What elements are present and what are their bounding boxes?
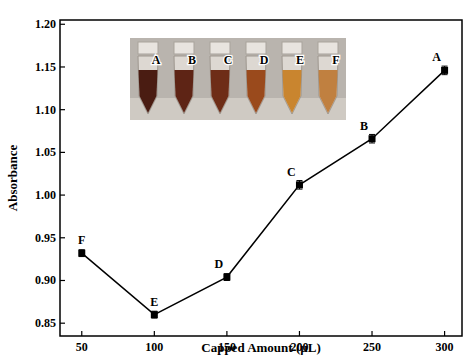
tube-liquid [211, 70, 230, 113]
tube-liquid [247, 70, 266, 113]
error-bar [442, 66, 448, 75]
error-cap [442, 66, 448, 67]
error-cap [296, 189, 302, 190]
y-axis-label: Absorbance [5, 145, 20, 212]
error-bar [151, 311, 157, 318]
data-line [82, 70, 445, 314]
tube-liquid [319, 70, 338, 113]
error-bar [369, 134, 375, 143]
y-tick [60, 280, 65, 281]
y-tick [60, 109, 65, 110]
inset-label: B [188, 53, 196, 67]
x-tick [81, 331, 82, 336]
y-tick [60, 24, 65, 25]
point-label: F [78, 233, 85, 247]
y-tick [60, 323, 65, 324]
x-tick [371, 331, 372, 336]
y-tick-label: 0.90 [35, 273, 56, 287]
y-tick-label: 1.00 [35, 188, 56, 202]
x-tick [154, 331, 155, 336]
y-tick [60, 237, 65, 238]
error-cap [442, 74, 448, 75]
error-bar [224, 274, 230, 281]
y-tick [60, 66, 65, 67]
inset-label: A [152, 53, 161, 67]
inset-bench [130, 98, 346, 120]
y-tick-label: 1.05 [35, 145, 56, 159]
error-bar [296, 181, 302, 190]
error-cap [369, 142, 375, 143]
inset-photo: A B C D E F [130, 38, 346, 120]
y-tick-label: 0.85 [35, 316, 56, 330]
y-tick-label: 1.10 [35, 103, 56, 117]
tube-liquid [283, 70, 302, 113]
chart: 0.850.900.951.001.051.101.151.2050100150… [0, 0, 474, 357]
y-tick [60, 194, 65, 195]
point-label: E [150, 295, 158, 309]
x-tick [444, 331, 445, 336]
inset-label: D [260, 53, 269, 67]
marker [78, 250, 85, 257]
marker [223, 274, 230, 281]
y-tick-label: 0.95 [35, 231, 56, 245]
inset-background [130, 38, 346, 120]
error-cap [369, 134, 375, 135]
error-cap [296, 180, 302, 181]
inset-label: F [332, 53, 339, 67]
inset-label: E [296, 53, 304, 67]
point-label: D [215, 257, 224, 271]
y-tick-label: 1.15 [35, 60, 56, 74]
marker [369, 135, 376, 142]
x-tick-label: 300 [436, 340, 454, 354]
tube-liquid [175, 70, 194, 113]
tube-liquid [139, 70, 158, 113]
plot-frame [60, 20, 462, 336]
point-label: B [360, 119, 368, 133]
inset-label: C [224, 53, 233, 67]
x-tick [226, 331, 227, 336]
point-label: C [287, 165, 296, 179]
marker [441, 67, 448, 74]
x-tick-label: 250 [363, 340, 381, 354]
y-tick [60, 152, 65, 153]
x-axis-label: Capped Amount (µL) [201, 340, 320, 355]
error-bar [79, 250, 85, 257]
marker [296, 181, 303, 188]
marker [151, 311, 158, 318]
x-tick-label: 50 [76, 340, 88, 354]
y-tick-label: 1.20 [35, 17, 56, 31]
x-tick [299, 331, 300, 336]
x-tick-label: 100 [145, 340, 163, 354]
point-label: A [432, 50, 441, 64]
data-group [78, 66, 448, 318]
